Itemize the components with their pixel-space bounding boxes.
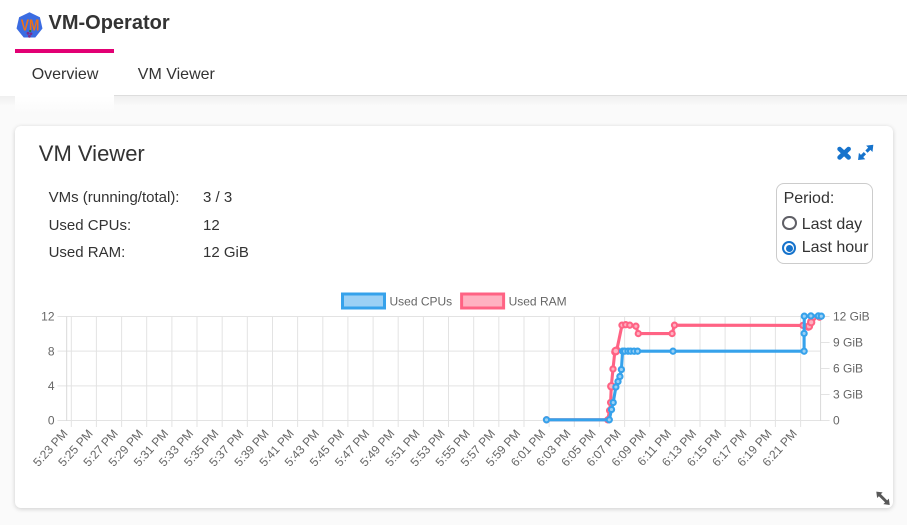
svg-text:12 GiB: 12 GiB — [833, 310, 870, 324]
svg-text:12: 12 — [41, 310, 55, 324]
svg-text:4: 4 — [48, 379, 55, 393]
svg-text:8: 8 — [48, 344, 55, 358]
svg-text:Used RAM: Used RAM — [509, 295, 567, 309]
svg-text:VM: VM — [20, 16, 39, 34]
svg-text:Used CPUs: Used CPUs — [390, 295, 453, 309]
svg-text:9 GiB: 9 GiB — [833, 336, 863, 350]
svg-text:6 GiB: 6 GiB — [833, 362, 863, 376]
svg-text:3 GiB: 3 GiB — [833, 388, 863, 402]
svg-text:0: 0 — [833, 414, 840, 428]
svg-text:0: 0 — [48, 414, 55, 428]
